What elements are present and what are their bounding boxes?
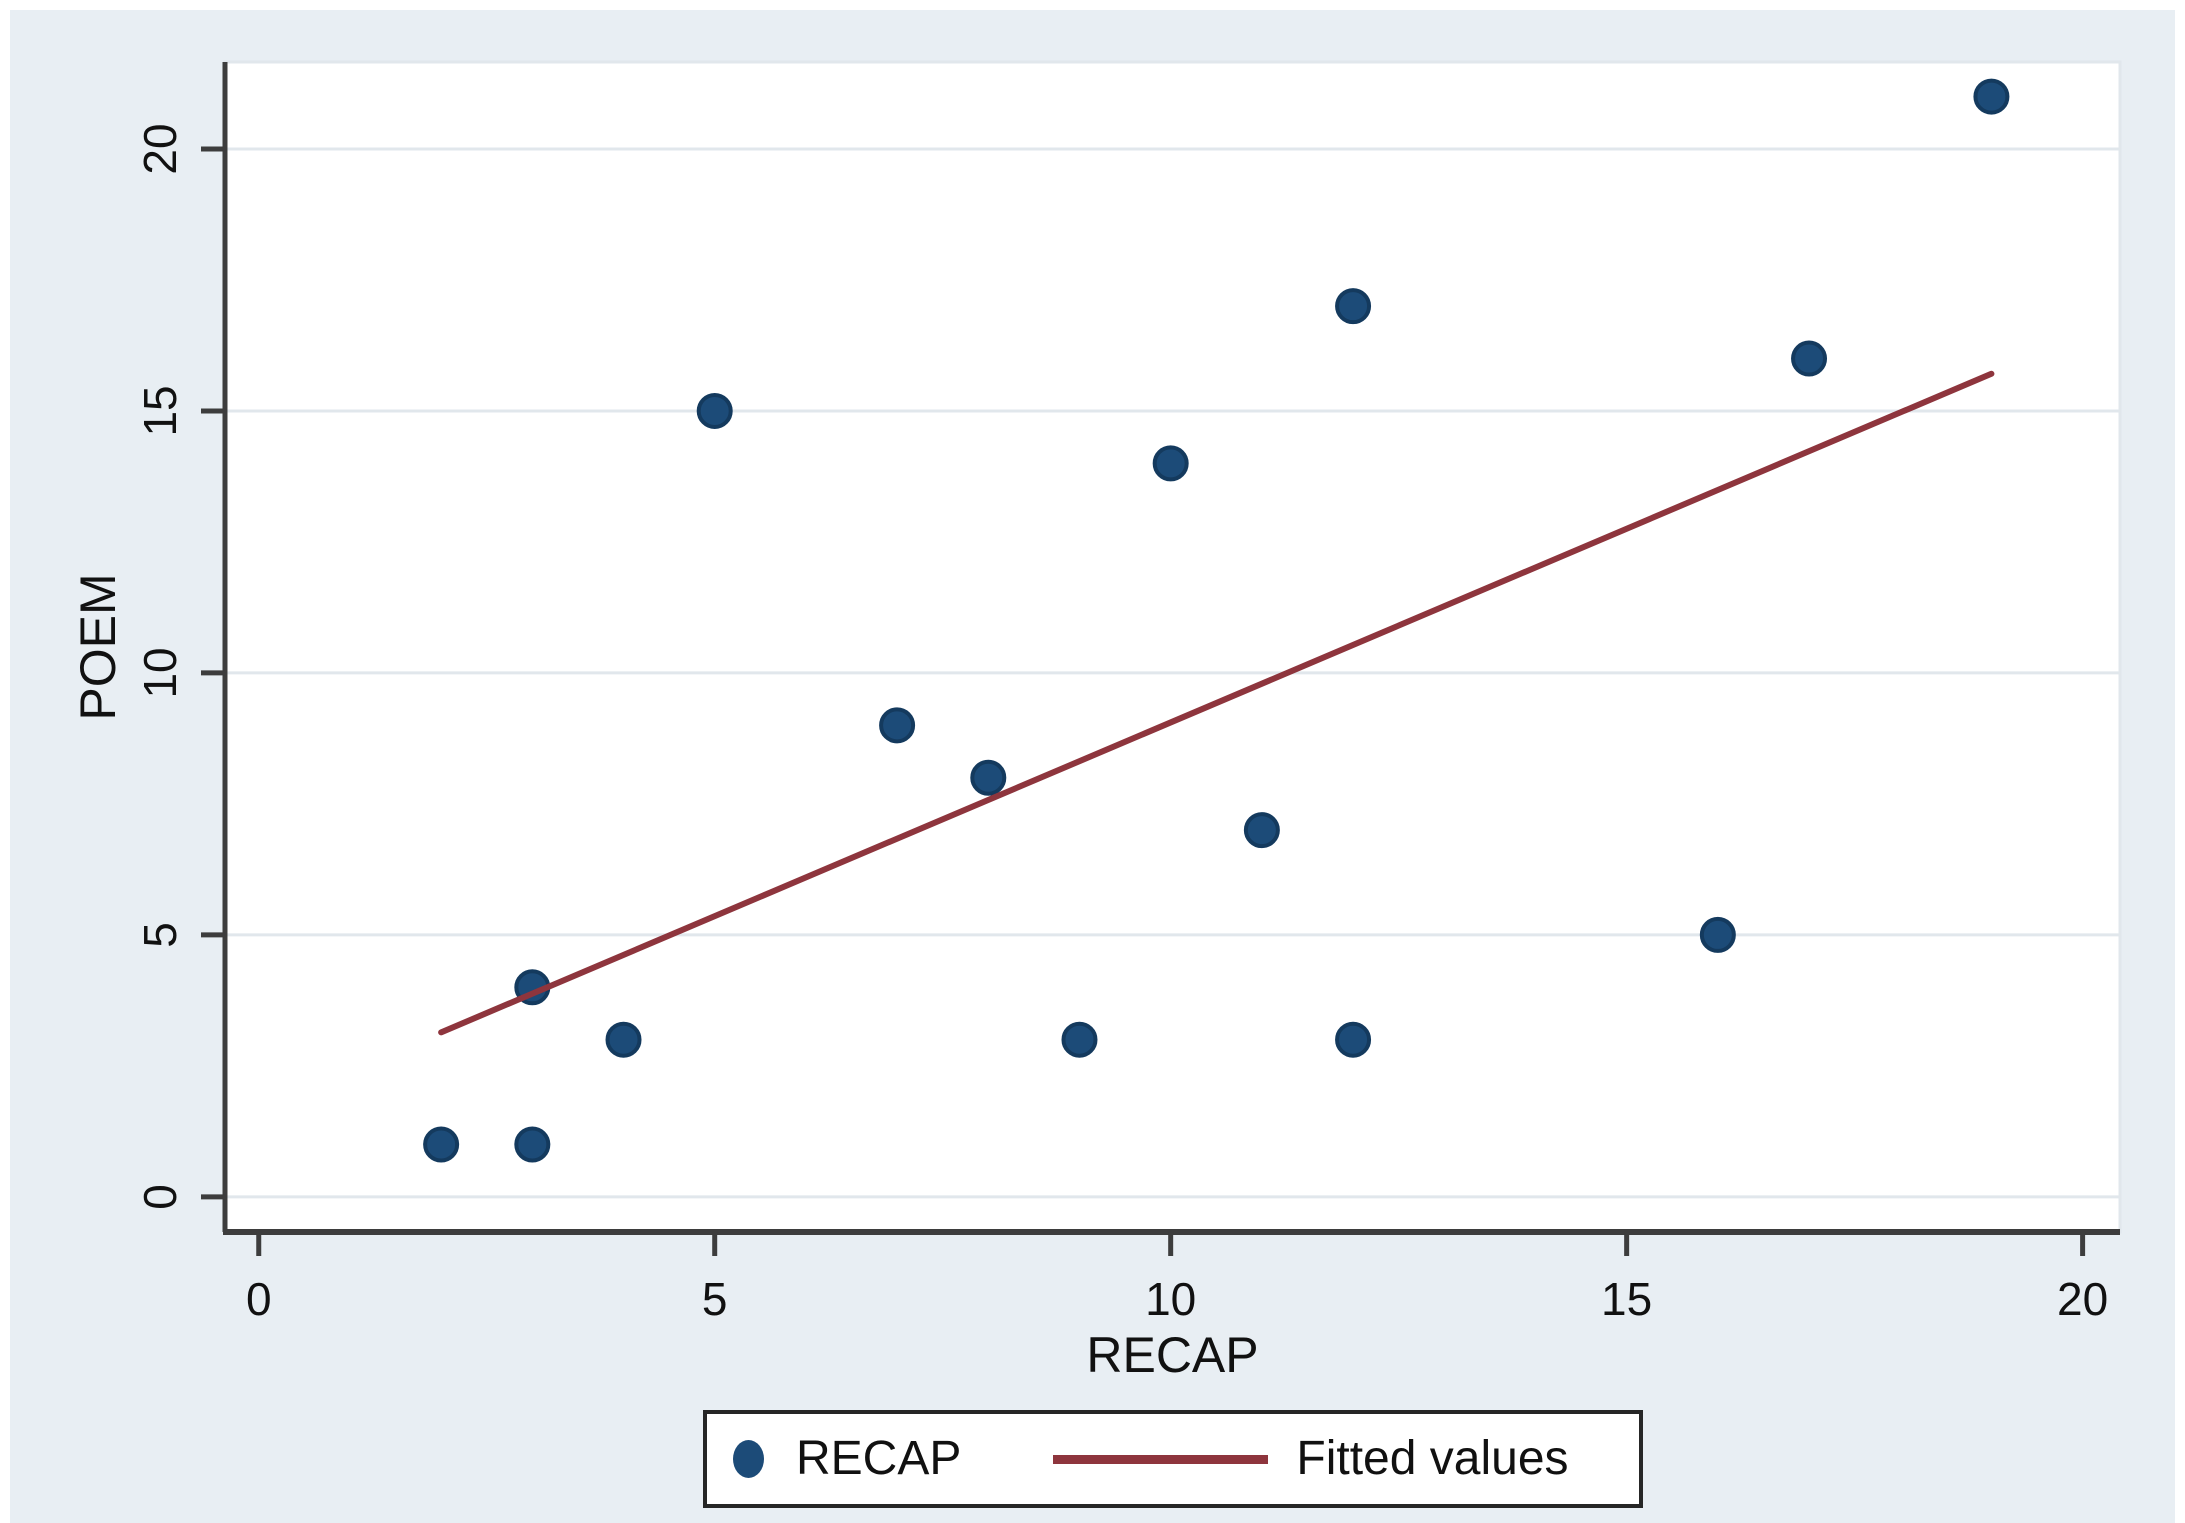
- tick-label-y-20: 20: [134, 123, 186, 174]
- x-axis-title: RECAP: [1086, 1327, 1258, 1383]
- fitted-line: [438, 370, 1995, 1036]
- legend: RECAP Fitted values: [703, 1410, 1643, 1508]
- scatter-point: [605, 1021, 642, 1058]
- scatter-point: [1335, 1021, 1372, 1058]
- scatter-point: [879, 707, 916, 744]
- tick-label-y-5: 5: [134, 922, 186, 948]
- legend-label-recap: RECAP: [796, 1432, 962, 1485]
- scatter-point: [1791, 340, 1828, 377]
- tick-label-y-0: 0: [134, 1184, 186, 1210]
- scatter-point: [1243, 812, 1280, 849]
- y-axis-title: POEM: [70, 573, 126, 720]
- legend-label-fitted-values: Fitted values: [1296, 1432, 1569, 1485]
- tick-label-x-10: 10: [1145, 1273, 1196, 1325]
- recap-marker-dot-icon: [733, 1440, 764, 1478]
- scatter-point: [1973, 78, 2010, 115]
- scatter-point: [1152, 445, 1189, 482]
- scatter-point: [1335, 288, 1372, 325]
- plot-area: [223, 60, 2122, 1234]
- scatter-point: [1061, 1021, 1098, 1058]
- tick-label-y-15: 15: [134, 385, 186, 436]
- tick-label-x-15: 15: [1601, 1273, 1652, 1325]
- scatter-point: [1699, 916, 1736, 953]
- fitted-values-line-icon: [1053, 1454, 1269, 1464]
- tick-label-x-5: 5: [702, 1273, 728, 1325]
- tick-label-y-10: 10: [134, 647, 186, 698]
- tick-label-x-0: 0: [246, 1273, 272, 1325]
- scatter-point: [970, 759, 1007, 796]
- scatter-point: [514, 1126, 551, 1163]
- tick-label-x-20: 20: [2057, 1273, 2108, 1325]
- scatter-point: [423, 1126, 460, 1163]
- scatter-point: [696, 392, 733, 429]
